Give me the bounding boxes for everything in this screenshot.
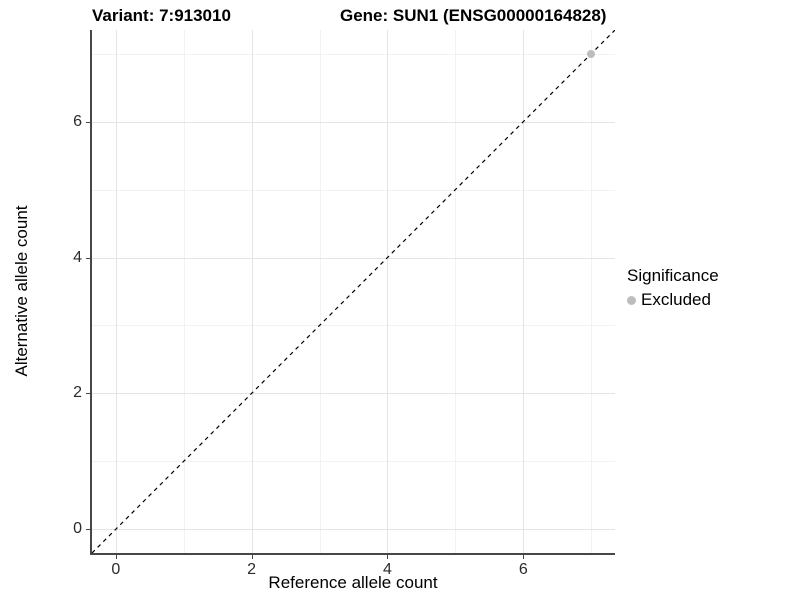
minor-gridline-horizontal bbox=[92, 461, 615, 463]
x-tick-mark bbox=[115, 555, 117, 559]
major-gridline-horizontal bbox=[92, 393, 615, 395]
y-tick-mark bbox=[86, 257, 90, 259]
major-gridline-horizontal bbox=[92, 529, 615, 531]
y-axis-line bbox=[90, 30, 92, 555]
x-tick-mark bbox=[387, 555, 389, 559]
plot-panel bbox=[92, 30, 615, 553]
major-gridline-horizontal bbox=[92, 257, 615, 259]
major-gridline-vertical bbox=[251, 30, 253, 553]
minor-gridline-horizontal bbox=[92, 53, 615, 55]
major-gridline-vertical bbox=[387, 30, 389, 553]
x-axis-line bbox=[90, 553, 615, 555]
plot-title-variant: Variant: 7:913010 bbox=[92, 6, 231, 25]
x-tick-mark bbox=[523, 555, 525, 559]
legend-item-label: Excluded bbox=[641, 290, 711, 309]
y-tick-label: 0 bbox=[73, 520, 82, 538]
legend-item: Excluded bbox=[627, 290, 719, 310]
y-tick-mark bbox=[86, 529, 90, 531]
x-tick-label: 6 bbox=[518, 561, 528, 578]
x-tick-mark bbox=[251, 555, 253, 559]
major-gridline-vertical bbox=[115, 30, 117, 553]
y-tick-label: 6 bbox=[73, 112, 82, 130]
legend-title: Significance bbox=[627, 266, 719, 285]
identity-dashed-line bbox=[92, 30, 615, 553]
x-tick-label: 2 bbox=[247, 561, 257, 578]
major-gridline-horizontal bbox=[92, 121, 615, 123]
minor-gridline-vertical bbox=[591, 30, 593, 553]
minor-gridline-horizontal bbox=[92, 189, 615, 191]
data-point bbox=[587, 49, 596, 58]
plot-title-gene: Gene: SUN1 (ENSG00000164828) bbox=[340, 6, 607, 25]
minor-gridline-vertical bbox=[183, 30, 185, 553]
y-axis-label: Alternative allele count bbox=[12, 205, 31, 377]
x-axis-label: Reference allele count bbox=[268, 573, 438, 592]
y-tick-label: 2 bbox=[73, 384, 82, 402]
y-tick-label: 4 bbox=[73, 248, 82, 266]
minor-gridline-vertical bbox=[455, 30, 457, 553]
legend-items: Excluded bbox=[627, 290, 719, 310]
x-tick-label: 0 bbox=[111, 561, 121, 578]
y-tick-mark bbox=[86, 393, 90, 395]
legend: Significance Excluded bbox=[627, 266, 719, 310]
y-tick-mark bbox=[86, 121, 90, 123]
x-tick-label: 4 bbox=[383, 561, 392, 578]
minor-gridline-horizontal bbox=[92, 325, 615, 327]
legend-key-dot bbox=[627, 295, 636, 305]
minor-gridline-vertical bbox=[319, 30, 321, 553]
major-gridline-vertical bbox=[523, 30, 525, 553]
